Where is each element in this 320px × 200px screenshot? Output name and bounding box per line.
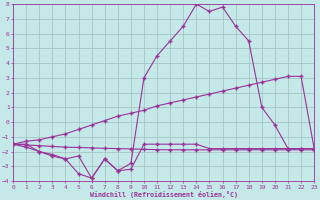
X-axis label: Windchill (Refroidissement éolien,°C): Windchill (Refroidissement éolien,°C) [90, 191, 238, 198]
